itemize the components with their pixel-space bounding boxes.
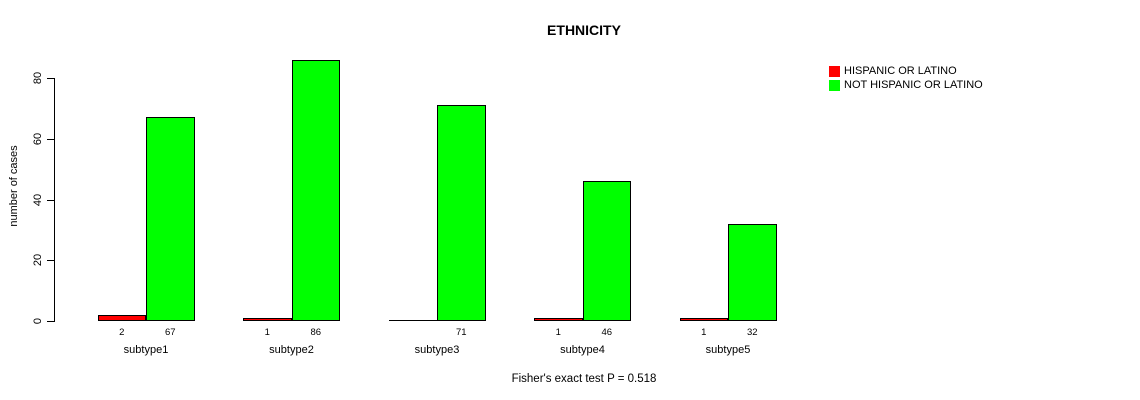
bar-hispanic-or-latino (243, 317, 292, 321)
bar-value-label: 67 (164, 327, 176, 338)
bar-value-label: 2 (119, 327, 125, 338)
bar-hispanic-or-latino (679, 317, 728, 321)
chart-title: ETHNICITY (547, 22, 621, 38)
y-tick-label: 40 (32, 193, 44, 206)
y-tick-mark (47, 321, 54, 322)
legend-swatch-icon (829, 65, 840, 77)
bar-hispanic-or-latino (388, 320, 437, 321)
y-tick-label: 20 (32, 254, 44, 267)
bar-not-hispanic-or-latino (146, 117, 195, 321)
legend-label: NOT HISPANIC OR LATINO (844, 79, 983, 91)
bar-value-label: 86 (310, 327, 322, 338)
y-tick-mark (47, 138, 54, 140)
bar-not-hispanic-or-latino (291, 59, 340, 321)
bar-not-hispanic-or-latino (582, 181, 631, 321)
bar-hispanic-or-latino (97, 314, 146, 321)
legend-label: HISPANIC OR LATINO (844, 65, 957, 77)
bar-not-hispanic-or-latino (437, 105, 486, 321)
y-tick-label: 60 (32, 132, 44, 145)
y-tick-label: 0 (32, 317, 44, 325)
category-label: subtype5 (705, 344, 751, 356)
bar-hispanic-or-latino (534, 317, 583, 321)
bar-not-hispanic-or-latino (728, 223, 777, 321)
legend-item: HISPANIC OR LATINO (829, 64, 983, 78)
legend: HISPANIC OR LATINO NOT HISPANIC OR LATINO (829, 64, 983, 92)
bar-value-label: 1 (555, 327, 561, 338)
bar-value-label: 32 (746, 327, 758, 338)
legend-swatch-icon (829, 79, 840, 91)
y-tick-mark (47, 260, 54, 262)
y-tick-label: 80 (32, 71, 44, 85)
bar-value-label: 1 (264, 327, 270, 338)
legend-item: NOT HISPANIC OR LATINO (829, 78, 983, 92)
category-label: subtype3 (414, 344, 460, 356)
y-tick-mark (47, 199, 54, 201)
category-label: subtype2 (269, 344, 314, 356)
y-axis-line (54, 78, 55, 322)
y-tick-mark (47, 78, 54, 79)
bar-value-label: 71 (455, 327, 467, 338)
category-label: subtype1 (123, 344, 169, 356)
bar-value-label: 1 (701, 327, 707, 338)
bar-value-label: 46 (601, 327, 613, 338)
annotation-caption: Fisher's exact test P = 0.518 (511, 373, 657, 385)
category-label: subtype4 (560, 344, 605, 356)
